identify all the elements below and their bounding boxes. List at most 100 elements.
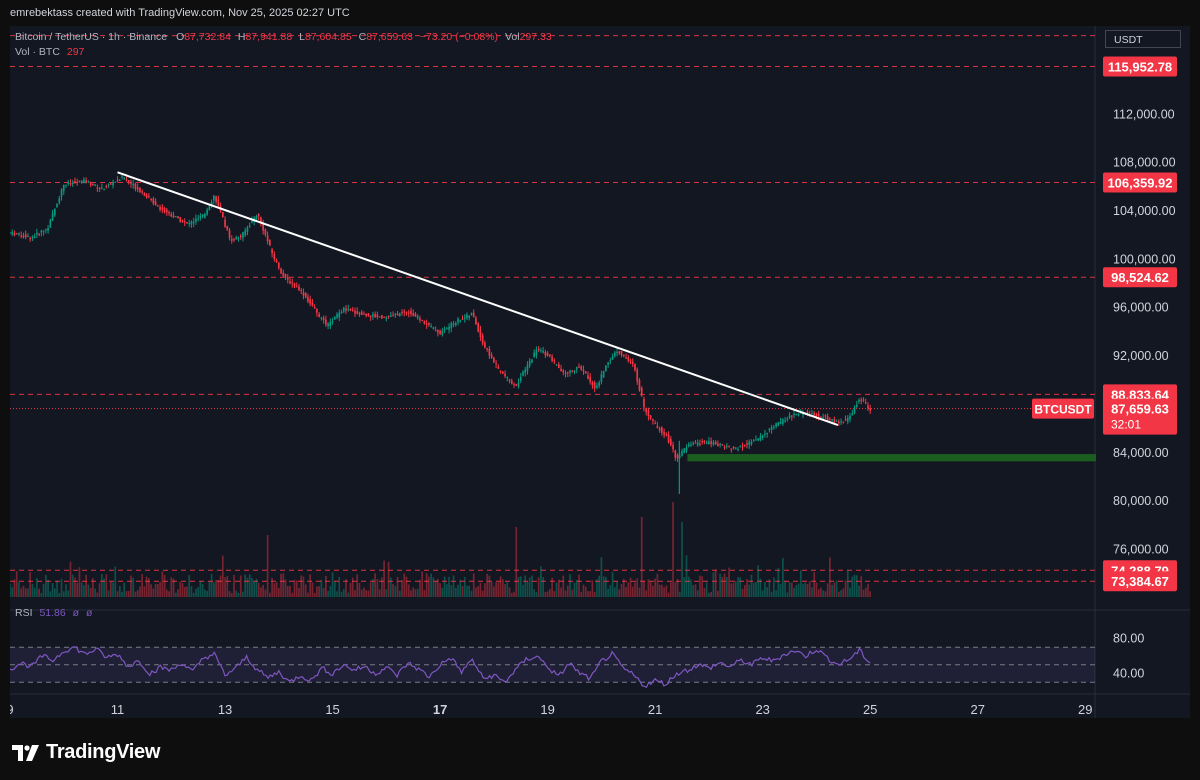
rsi-line bbox=[10, 646, 871, 688]
volume-bar bbox=[145, 576, 148, 597]
candle-body bbox=[56, 203, 58, 208]
volume-bar bbox=[421, 571, 424, 597]
candle-body bbox=[307, 296, 309, 302]
candle-body bbox=[683, 448, 686, 453]
volume-bar bbox=[842, 588, 845, 597]
volume-bar bbox=[183, 586, 186, 597]
volume-bar bbox=[596, 579, 598, 597]
candle-body bbox=[192, 221, 195, 224]
candle-body bbox=[636, 369, 639, 382]
candle-body bbox=[282, 272, 285, 276]
currency-selector[interactable]: USDT bbox=[1105, 30, 1181, 48]
volume-bar bbox=[360, 589, 363, 597]
volume-bar bbox=[437, 578, 439, 597]
low-label: L bbox=[299, 31, 305, 43]
candle-body bbox=[869, 408, 872, 411]
candle-body bbox=[566, 372, 569, 374]
volume-bar bbox=[237, 592, 240, 597]
volume-bar bbox=[557, 579, 560, 597]
candle-body bbox=[676, 455, 679, 459]
volume-bar bbox=[676, 579, 679, 597]
volume-bar bbox=[631, 586, 634, 597]
volume-bar bbox=[777, 568, 780, 597]
candle-body bbox=[280, 268, 282, 274]
volume-bar bbox=[255, 578, 258, 597]
volume-bar bbox=[387, 562, 390, 597]
candle-body bbox=[289, 281, 291, 284]
candle-body bbox=[80, 180, 83, 184]
grid-layer bbox=[10, 26, 1190, 718]
candle-body bbox=[705, 442, 708, 444]
candle-body bbox=[719, 444, 721, 446]
candle-body bbox=[65, 184, 67, 186]
candle-body bbox=[78, 180, 81, 182]
candle-body bbox=[74, 181, 76, 183]
volume-bar bbox=[398, 590, 401, 597]
candle-body bbox=[746, 443, 748, 445]
candle-body bbox=[813, 412, 816, 415]
volume-bar bbox=[127, 591, 130, 597]
candle-body bbox=[445, 328, 448, 330]
volume-bar bbox=[389, 577, 392, 597]
candle-body bbox=[634, 363, 636, 371]
volume-bar bbox=[116, 591, 119, 597]
candle-body bbox=[159, 206, 161, 210]
candle-body bbox=[47, 227, 49, 231]
candle-body bbox=[779, 421, 782, 424]
volume-bar bbox=[643, 580, 645, 597]
volume-bar bbox=[10, 584, 11, 597]
vol-btc-label[interactable]: Vol · BTC bbox=[15, 46, 60, 58]
volume-bar bbox=[609, 585, 612, 597]
volume-bar bbox=[723, 573, 726, 597]
candle-body bbox=[712, 442, 715, 445]
low-value: 87,604.85 bbox=[304, 31, 352, 43]
volume-bar bbox=[725, 577, 728, 597]
volume-bar bbox=[392, 583, 394, 597]
volume-bar bbox=[549, 588, 551, 597]
symbol-label[interactable]: Bitcoin / TetherUS · 1h · Binance bbox=[15, 31, 168, 43]
volume-bar bbox=[141, 574, 144, 597]
candle-body bbox=[251, 220, 253, 223]
time-tick-label: 9 bbox=[10, 702, 14, 717]
candle-body bbox=[649, 415, 652, 419]
time-tick-label: 17 bbox=[433, 702, 447, 717]
rsi-extra-2: ø bbox=[85, 607, 93, 619]
candle-body bbox=[208, 206, 211, 211]
candle-body bbox=[770, 427, 773, 430]
level-price-label: 115,952.78 bbox=[1108, 59, 1172, 74]
candle-body bbox=[743, 444, 746, 446]
candle-body bbox=[524, 369, 527, 373]
volume-bar bbox=[669, 582, 672, 597]
candle-body bbox=[768, 428, 771, 431]
tradingview-logo[interactable]: TradingView bbox=[12, 741, 160, 764]
candle-body bbox=[607, 362, 609, 365]
chart-panel[interactable]: 115,952.78 106,359.92 98,524.62 88,833.64 74… bbox=[10, 26, 1190, 718]
candle-body bbox=[506, 376, 509, 379]
candle-body bbox=[811, 413, 813, 415]
candle-body bbox=[477, 323, 480, 332]
candle-body bbox=[584, 371, 587, 374]
volume-bar bbox=[764, 581, 766, 597]
volume-bar bbox=[94, 588, 96, 597]
candle-body bbox=[22, 235, 25, 238]
volume-bar bbox=[517, 577, 520, 597]
candle-body bbox=[260, 217, 262, 223]
price-chart-svg[interactable]: 115,952.78106,359.9298,524.6288,833.6474… bbox=[10, 26, 1190, 718]
volume-bar bbox=[793, 587, 795, 597]
volume-bar bbox=[779, 583, 782, 597]
candle-body bbox=[793, 413, 795, 416]
volume-bar bbox=[338, 576, 341, 597]
candle-body bbox=[638, 380, 641, 391]
volume-bar bbox=[208, 581, 211, 597]
volume-bar bbox=[773, 577, 775, 597]
candle-body bbox=[593, 382, 596, 389]
candle-body bbox=[369, 316, 372, 318]
rsi-label[interactable]: RSI bbox=[15, 607, 33, 619]
candle-body bbox=[658, 428, 661, 431]
candle-body bbox=[342, 307, 345, 312]
candle-body bbox=[531, 359, 533, 363]
candle-body bbox=[262, 222, 264, 231]
volume-bar bbox=[38, 588, 40, 597]
volume-bar bbox=[824, 591, 827, 597]
volume-bar bbox=[748, 584, 751, 597]
